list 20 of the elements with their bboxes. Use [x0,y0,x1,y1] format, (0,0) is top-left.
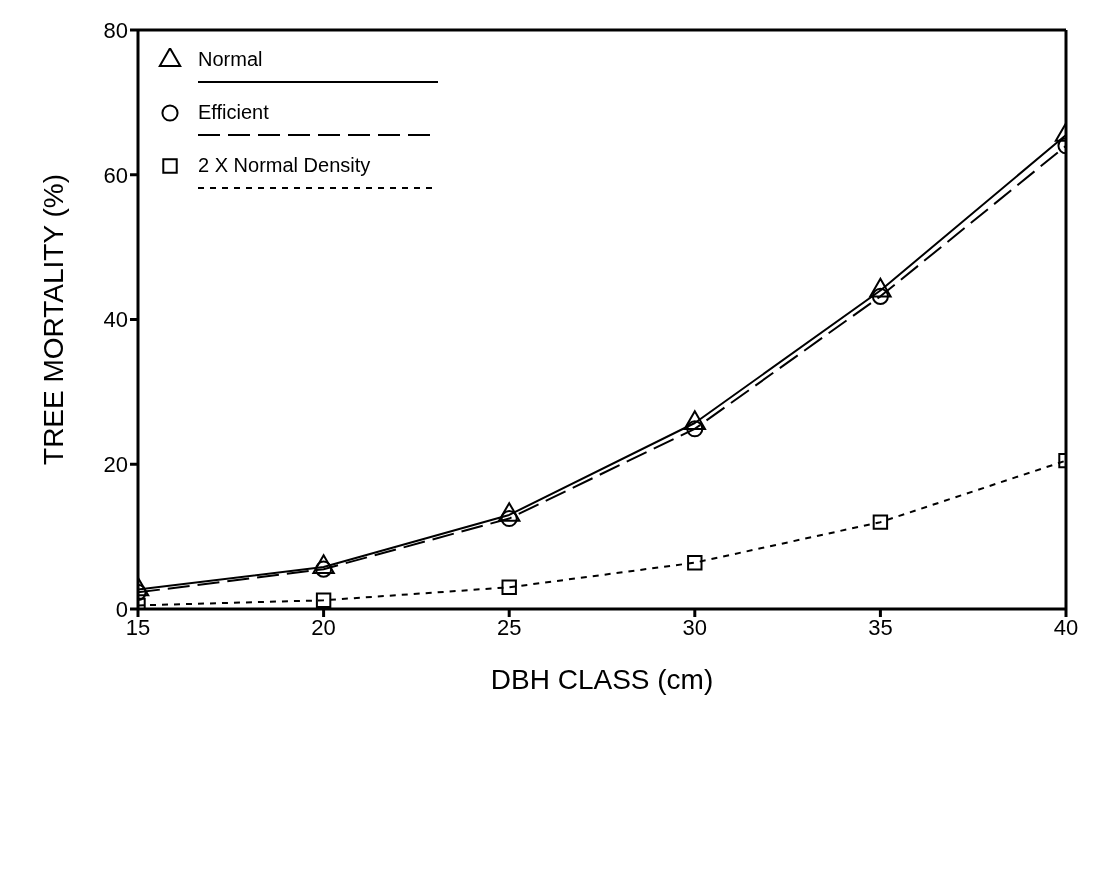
x-tick-label: 35 [868,614,893,640]
x-tick-label: 15 [125,614,151,640]
y-axis-title: TREE MORTALITY (%) [37,174,69,465]
x-tick-label: 20 [311,614,336,640]
point [686,420,704,438]
legend-label: 2 X Normal Density [198,154,372,177]
y-tick-label: 0 [115,596,128,622]
point [501,579,517,595]
legend-label: Efficient [198,101,270,124]
y-tick-label: 40 [103,307,128,333]
point [315,592,332,609]
x-tick-label: 40 [1053,614,1079,640]
point [687,554,703,571]
legend-label: Normal [198,48,264,71]
x-tick-label: 30 [682,614,708,640]
y-tick-label: 20 [103,452,128,478]
x-tick-label: 25 [496,614,522,640]
y-tick-label: 60 [103,162,128,188]
x-axis-title: DBH CLASS (cm) [490,664,714,695]
y-tick-label: 80 [103,17,128,43]
